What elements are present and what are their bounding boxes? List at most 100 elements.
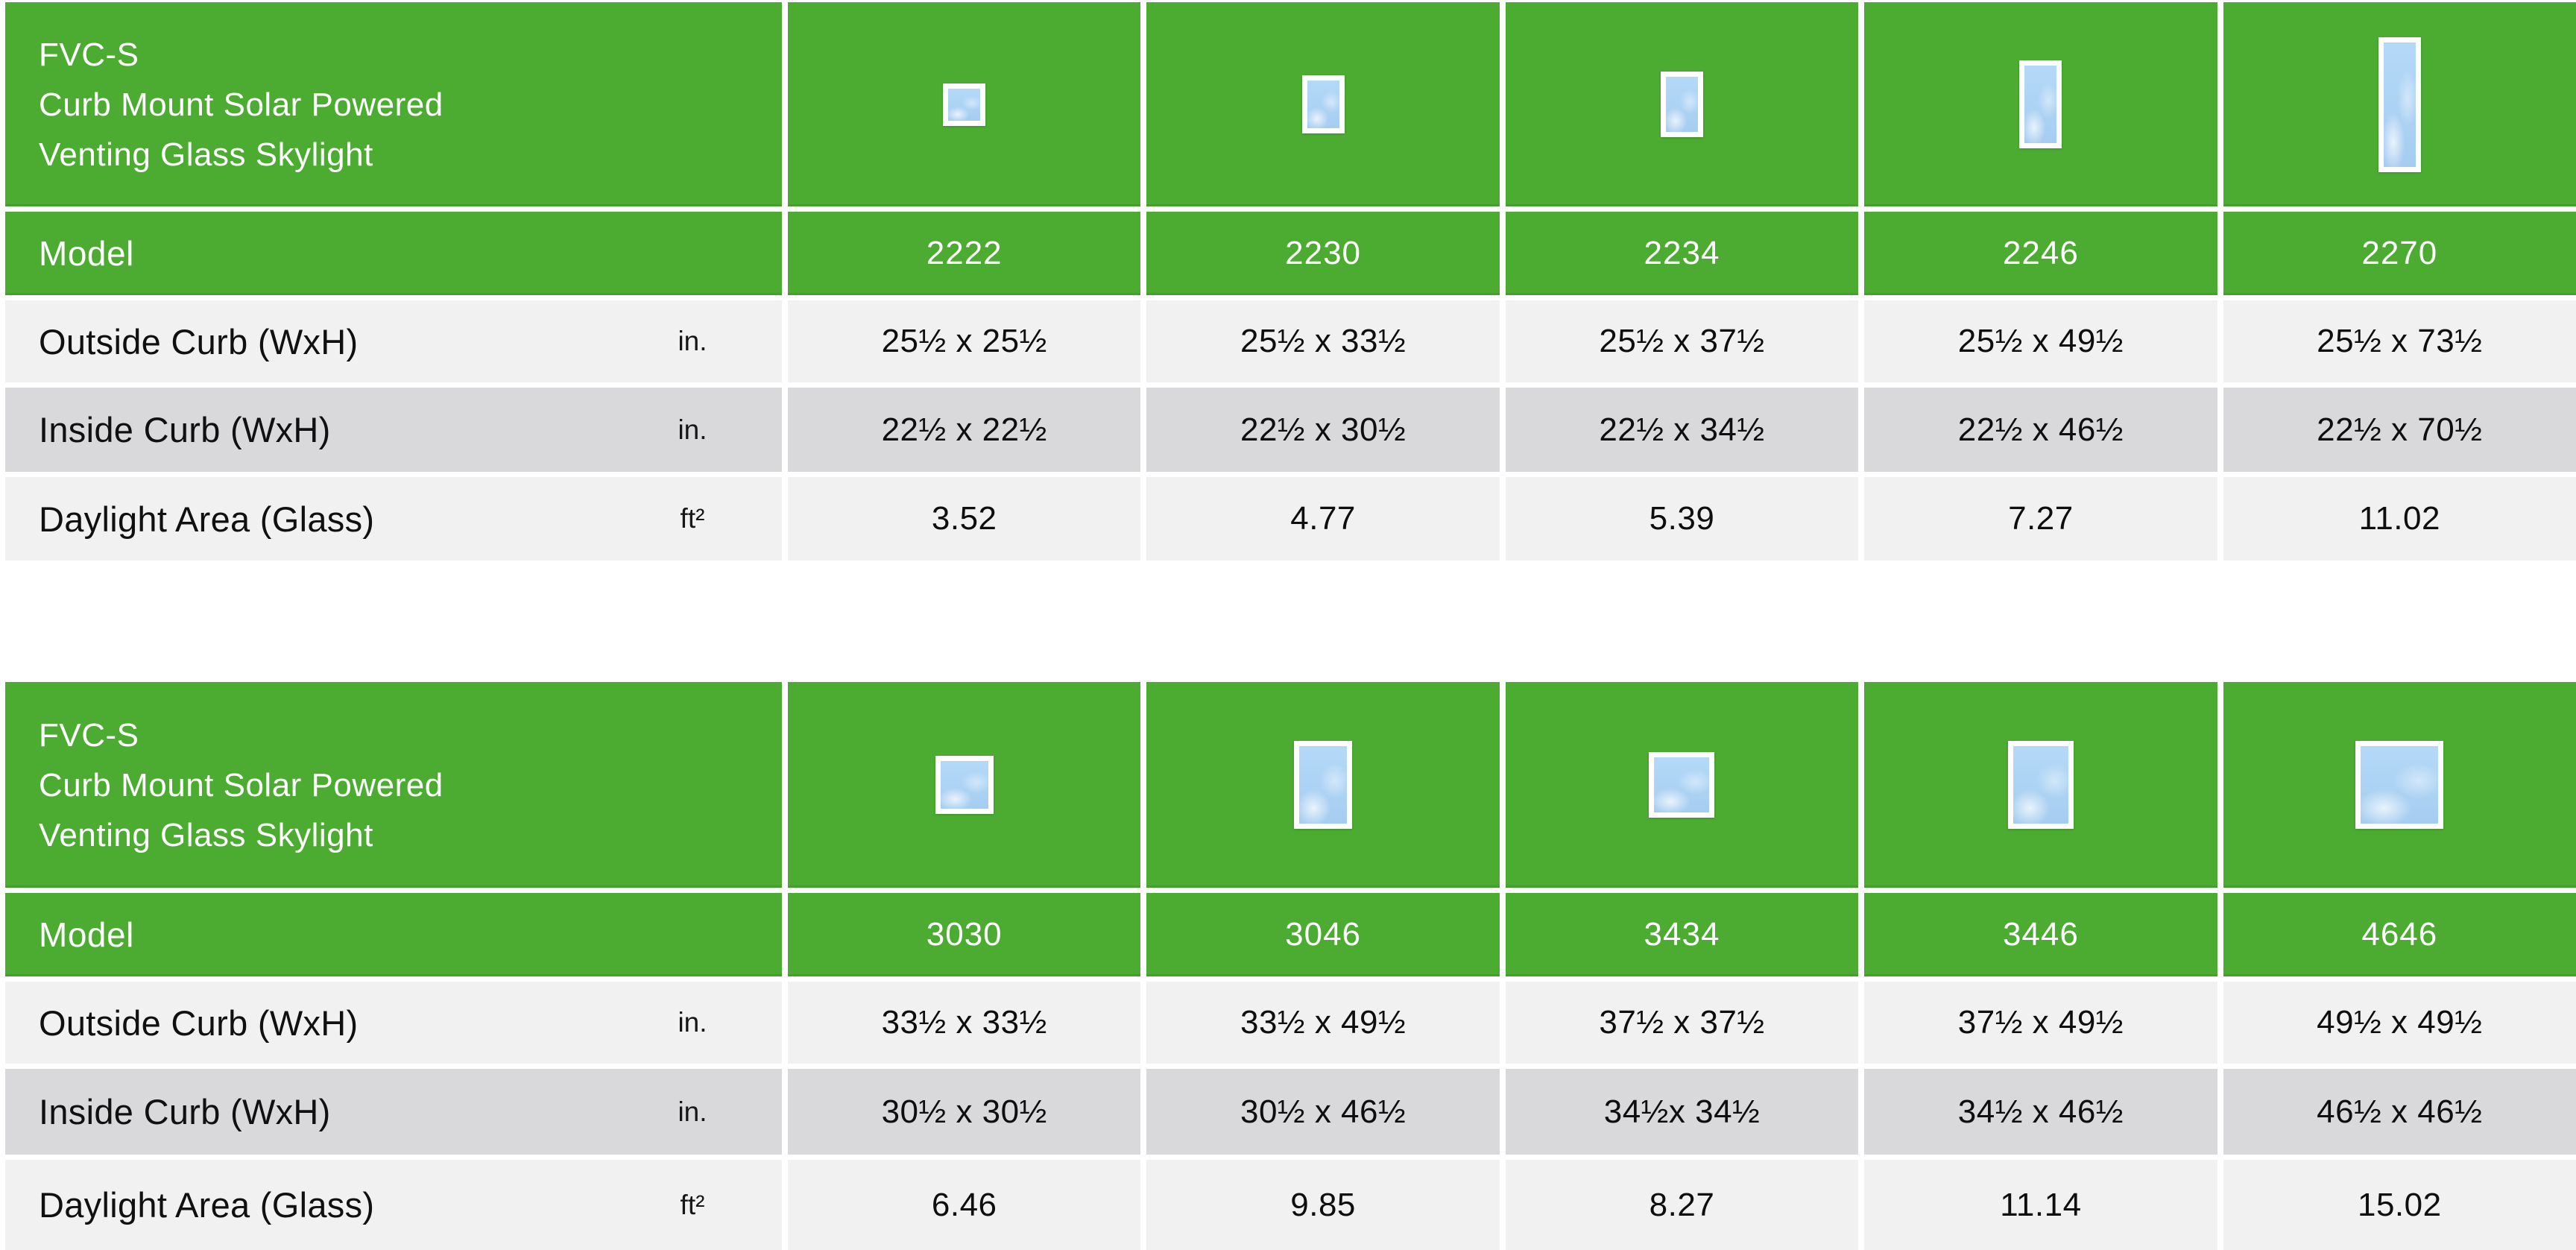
product-code: FVC-S xyxy=(39,36,139,73)
model-number-cell: 2230 xyxy=(1146,212,1500,295)
model-number-cell: 4646 xyxy=(2223,893,2576,976)
model-number: 2230 xyxy=(1285,235,1362,271)
product-name-line-1: Curb Mount Solar Powered xyxy=(39,86,443,123)
dimension-value: 49½ x 49½ xyxy=(2317,1004,2483,1041)
dimension-value: 37½ x 49½ xyxy=(1957,1004,2124,1041)
skylight-icon xyxy=(1301,75,1345,133)
area-value: 11.14 xyxy=(2000,1186,2082,1223)
spec-value-cell: 5.39 xyxy=(1505,477,1859,561)
product-title-cell: FVC-S Curb Mount Solar Powered Venting G… xyxy=(5,2,782,206)
sky-glass xyxy=(940,761,988,809)
unit-label: ft² xyxy=(680,503,705,534)
spec-value-cell: 25½ x 33½ xyxy=(1146,300,1500,382)
skylight-icon xyxy=(943,83,986,126)
spec-value-cell: 22½ x 46½ xyxy=(1864,388,2217,472)
row-label: Outside Curb (WxH) xyxy=(39,1003,359,1043)
dimension-value: 22½ x 30½ xyxy=(1240,411,1407,448)
spec-value-cell: 4.77 xyxy=(1146,477,1500,561)
area-value: 8.27 xyxy=(1649,1186,1715,1223)
unit-label: in. xyxy=(678,1007,707,1038)
model-number-cell: 2234 xyxy=(1505,212,1859,295)
skylight-icon xyxy=(1660,72,1703,137)
dimension-value: 22½ x 46½ xyxy=(1957,411,2124,448)
row-label: Outside Curb (WxH) xyxy=(39,321,359,362)
model-number: 3046 xyxy=(1285,916,1362,953)
model-number: 2270 xyxy=(2361,235,2438,271)
unit-label: in. xyxy=(678,326,707,356)
area-value: 6.46 xyxy=(931,1186,997,1223)
spec-value-cell: 37½ x 37½ xyxy=(1505,982,1859,1064)
spec-value-cell: 33½ x 33½ xyxy=(788,982,1141,1064)
spec-value-cell: 25½ x 25½ xyxy=(788,300,1141,382)
spec-value-cell: 22½ x 70½ xyxy=(2223,388,2576,472)
spec-row-header-inside-curb: Inside Curb (WxH) in. xyxy=(5,1069,782,1155)
model-number: 4646 xyxy=(2361,916,2438,953)
row-label: Daylight Area (Glass) xyxy=(39,1185,375,1225)
skylight-icon xyxy=(2019,60,2062,148)
spec-value-cell: 7.27 xyxy=(1864,477,2217,561)
row-label: Inside Curb (WxH) xyxy=(39,1092,331,1131)
model-number: 2222 xyxy=(926,235,1003,271)
dimension-value: 34½ x 46½ xyxy=(1957,1093,2124,1130)
dimension-value: 22½ x 34½ xyxy=(1599,411,1765,448)
spec-value-cell: 22½ x 22½ xyxy=(788,388,1141,472)
area-value: 4.77 xyxy=(1290,500,1356,537)
spec-row-header-outside-curb: Outside Curb (WxH) in. xyxy=(5,300,782,382)
product-code: FVC-S xyxy=(39,716,139,754)
model-number-cell: 2246 xyxy=(1864,212,2217,295)
spec-row-header-inside-curb: Inside Curb (WxH) in. xyxy=(5,388,782,472)
spec-value-cell: 11.02 xyxy=(2223,477,2576,561)
dimension-value: 33½ x 49½ xyxy=(1240,1004,1407,1041)
spec-value-cell: 3.52 xyxy=(788,477,1141,561)
spec-value-cell: 34½ x 46½ xyxy=(1864,1069,2217,1155)
area-value: 5.39 xyxy=(1649,500,1715,537)
spec-value-cell: 34½x 34½ xyxy=(1505,1069,1859,1155)
skylight-icon-cell xyxy=(2223,2,2576,206)
sky-glass xyxy=(2024,66,2057,143)
product-name-line-2: Venting Glass Skylight xyxy=(39,816,373,853)
spec-value-cell: 9.85 xyxy=(1146,1160,1500,1250)
product-title: FVC-S Curb Mount Solar Powered Venting G… xyxy=(39,710,443,860)
spec-value-cell: 22½ x 34½ xyxy=(1505,388,1859,472)
skylight-icon-cell xyxy=(1146,682,1500,888)
spec-value-cell: 8.27 xyxy=(1505,1160,1859,1250)
dimension-value: 30½ x 30½ xyxy=(881,1093,1047,1130)
skylight-icon-cell xyxy=(1864,2,2217,206)
product-name-line-2: Venting Glass Skylight xyxy=(39,136,373,173)
sky-glass xyxy=(2012,746,2068,824)
skylight-icon-cell xyxy=(788,682,1141,888)
unit-label: in. xyxy=(678,414,707,445)
model-row-label: Model xyxy=(39,915,134,954)
spec-value-cell: 22½ x 30½ xyxy=(1146,388,1500,472)
sky-glass xyxy=(948,88,981,121)
skylight-icon xyxy=(2378,37,2421,172)
sky-glass xyxy=(1307,81,1339,128)
sky-glass xyxy=(1654,757,1710,812)
unit-label: in. xyxy=(678,1096,707,1127)
model-number: 2234 xyxy=(1644,235,1720,271)
dimension-value: 22½ x 22½ xyxy=(881,411,1047,448)
dimension-value: 25½ x 37½ xyxy=(1599,323,1765,359)
skylight-icon xyxy=(1294,741,1353,829)
sky-glass xyxy=(1299,746,1348,824)
spec-value-cell: 11.14 xyxy=(1864,1160,2217,1250)
spec-row-header-daylight-area: Daylight Area (Glass) ft² xyxy=(5,477,782,561)
dimension-value: 25½ x 49½ xyxy=(1957,323,2124,359)
dimension-value: 30½ x 46½ xyxy=(1240,1093,1407,1130)
dimension-value: 22½ x 70½ xyxy=(2317,411,2483,448)
product-name-line-1: Curb Mount Solar Powered xyxy=(39,766,443,804)
area-value: 15.02 xyxy=(2357,1186,2442,1223)
model-number: 2246 xyxy=(2002,235,2079,271)
spec-table-fvcs-series-30-46: FVC-S Curb Mount Solar Powered Venting G… xyxy=(5,682,2576,1250)
spec-value-cell: 30½ x 30½ xyxy=(788,1069,1141,1155)
skylight-icon xyxy=(1649,752,1715,818)
area-value: 11.02 xyxy=(2358,500,2440,537)
area-value: 3.52 xyxy=(931,500,997,537)
dimension-value: 25½ x 33½ xyxy=(1240,323,1407,359)
skylight-icon xyxy=(935,756,994,814)
model-number-cell: 3030 xyxy=(788,893,1141,976)
skylight-icon-cell xyxy=(788,2,1141,206)
area-value: 9.85 xyxy=(1290,1186,1356,1223)
spec-value-cell: 46½ x 46½ xyxy=(2223,1069,2576,1155)
